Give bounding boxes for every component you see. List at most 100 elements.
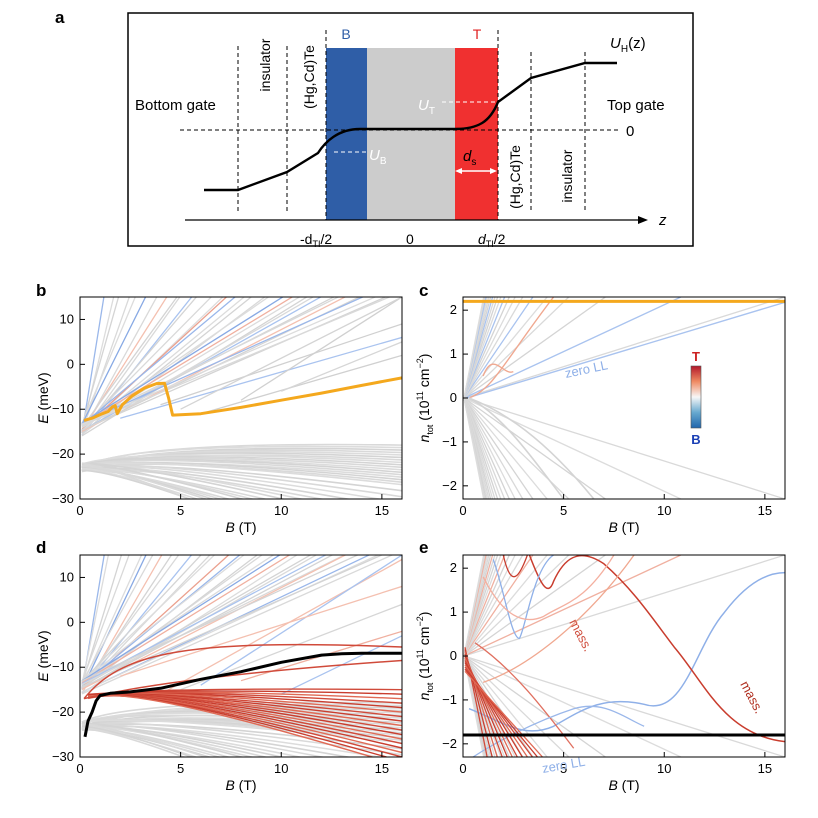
landau-level-red-d (83, 643, 402, 700)
landau-level-d (81, 555, 130, 682)
x-tick-label-d: 5 (177, 761, 184, 776)
layer-boundaries (237, 30, 586, 220)
landau-level-d (81, 555, 346, 686)
y-axis-title-c: ntot (1011 cm−2) (415, 354, 435, 443)
filling-line-c (463, 297, 534, 399)
landau-level-b (81, 297, 228, 430)
y-axis-title-d: E (meV) (35, 630, 51, 681)
highlight-curve-b (83, 376, 402, 422)
x-tick-label-c: 15 (758, 503, 772, 518)
z-axis-arrow (638, 216, 648, 224)
filling-line-c (463, 397, 548, 499)
layer-top-surface (455, 48, 498, 220)
y-axis-title-e: ntot (1011 cm−2) (415, 612, 435, 701)
y-tick-label-e: −2 (442, 736, 457, 751)
landau-level-d (160, 558, 402, 695)
level-curve-c (482, 363, 514, 377)
filling-line-c (463, 397, 682, 499)
filling-line-e (463, 555, 534, 657)
filling-line-e (463, 655, 785, 757)
mass-label-2: mass. (737, 678, 767, 716)
landau-level-d (81, 722, 245, 757)
y-tick-label-e: 2 (450, 560, 457, 575)
background-levels-b (81, 297, 402, 499)
landau-level-b (81, 459, 402, 476)
filling-line-e (463, 555, 485, 657)
landau-level-d (81, 555, 147, 690)
filling-line-e (463, 655, 682, 757)
x-label-plus: dTI/2 (478, 231, 506, 249)
filling-line-e (463, 655, 534, 757)
level-curve-c (468, 397, 595, 499)
y-tick-label-c: −2 (442, 478, 457, 493)
marker-lines (334, 101, 496, 153)
y-tick-label-c: −1 (442, 434, 457, 449)
plot-panel-b: 0 5 10 15 −30 −20 −10 0 10 B (T) E (meV) (35, 296, 403, 535)
landau-level-b (240, 297, 402, 401)
filling-line-c (463, 297, 510, 399)
landau-level-d (81, 728, 187, 757)
landau-level-b (81, 458, 402, 474)
landau-level-d (81, 555, 281, 682)
filling-line-e (463, 655, 570, 757)
landau-level-d (81, 555, 291, 684)
x-tick-label-c: 10 (657, 503, 671, 518)
y-tick-label-b: −30 (52, 491, 74, 506)
filling-line-c (463, 397, 524, 499)
landau-level-d (120, 585, 402, 677)
landau-level-b (160, 323, 402, 406)
filling-line-c (463, 297, 524, 399)
panel-label-b: b (36, 281, 46, 300)
level-curve-c (468, 397, 565, 499)
landau-level-b (180, 297, 402, 410)
landau-level-b (81, 297, 365, 424)
layer-bulk (367, 48, 455, 220)
filling-line-c (463, 297, 516, 399)
plot-panel-e: 0 5 10 15 −2 −1 0 1 2 B (T) ntot (1011 cm−2) (415, 554, 786, 793)
x-tick-label-c: 0 (459, 503, 466, 518)
filling-line-e (463, 555, 510, 657)
landau-level-d (81, 555, 264, 686)
landau-level-b (81, 297, 294, 426)
bottom-gate-label: Bottom gate (135, 97, 216, 114)
mass-label-1: mass. (566, 616, 596, 654)
ds-label: ds (463, 148, 476, 168)
y-tick-label-c: 2 (450, 302, 457, 317)
panel-label-e: e (419, 538, 428, 557)
x-tick-label-b: 0 (76, 503, 83, 518)
landau-level-b (120, 336, 402, 419)
x-axis-title-c: B (T) (608, 519, 639, 535)
filling-line-c (463, 297, 548, 399)
ub-label: UB (369, 147, 387, 167)
y-tick-label-c: 1 (450, 346, 457, 361)
landau-level-d (81, 555, 312, 688)
x-tick-label-c: 5 (560, 503, 567, 518)
y-tick-label-b: −20 (52, 446, 74, 461)
landau-level-b (81, 465, 384, 499)
x-tick-label-b: 10 (274, 503, 288, 518)
level-curve-e (482, 555, 635, 683)
landau-level-b (81, 297, 388, 431)
x-label-zero: 0 (406, 231, 414, 247)
zero-ll-curve-c (466, 301, 785, 399)
mass-level-e (502, 555, 529, 578)
landau-level-b (81, 297, 105, 434)
landau-level-d (81, 555, 360, 682)
panel-label-d: d (36, 538, 46, 557)
x-tick-label-d: 10 (274, 761, 288, 776)
potential-curve (204, 61, 617, 192)
filling-line-red-e (464, 670, 543, 757)
landau-level-b (200, 354, 402, 415)
ut-label: UT (418, 97, 435, 117)
landau-level-b (81, 454, 402, 465)
background-levels-e (463, 555, 785, 757)
insulator-left-label: insulator (257, 38, 273, 91)
x-tick-label-d: 15 (375, 761, 389, 776)
landau-level-d (81, 555, 245, 682)
x-tick-label-e: 10 (657, 761, 671, 776)
insulator-right-label: insulator (559, 149, 575, 202)
x-axis-title-e: B (T) (608, 777, 639, 793)
schematic-frame (127, 12, 694, 247)
hgcdte-right-label: (Hg,Cd)Te (507, 145, 523, 209)
landau-level-b (281, 341, 402, 392)
